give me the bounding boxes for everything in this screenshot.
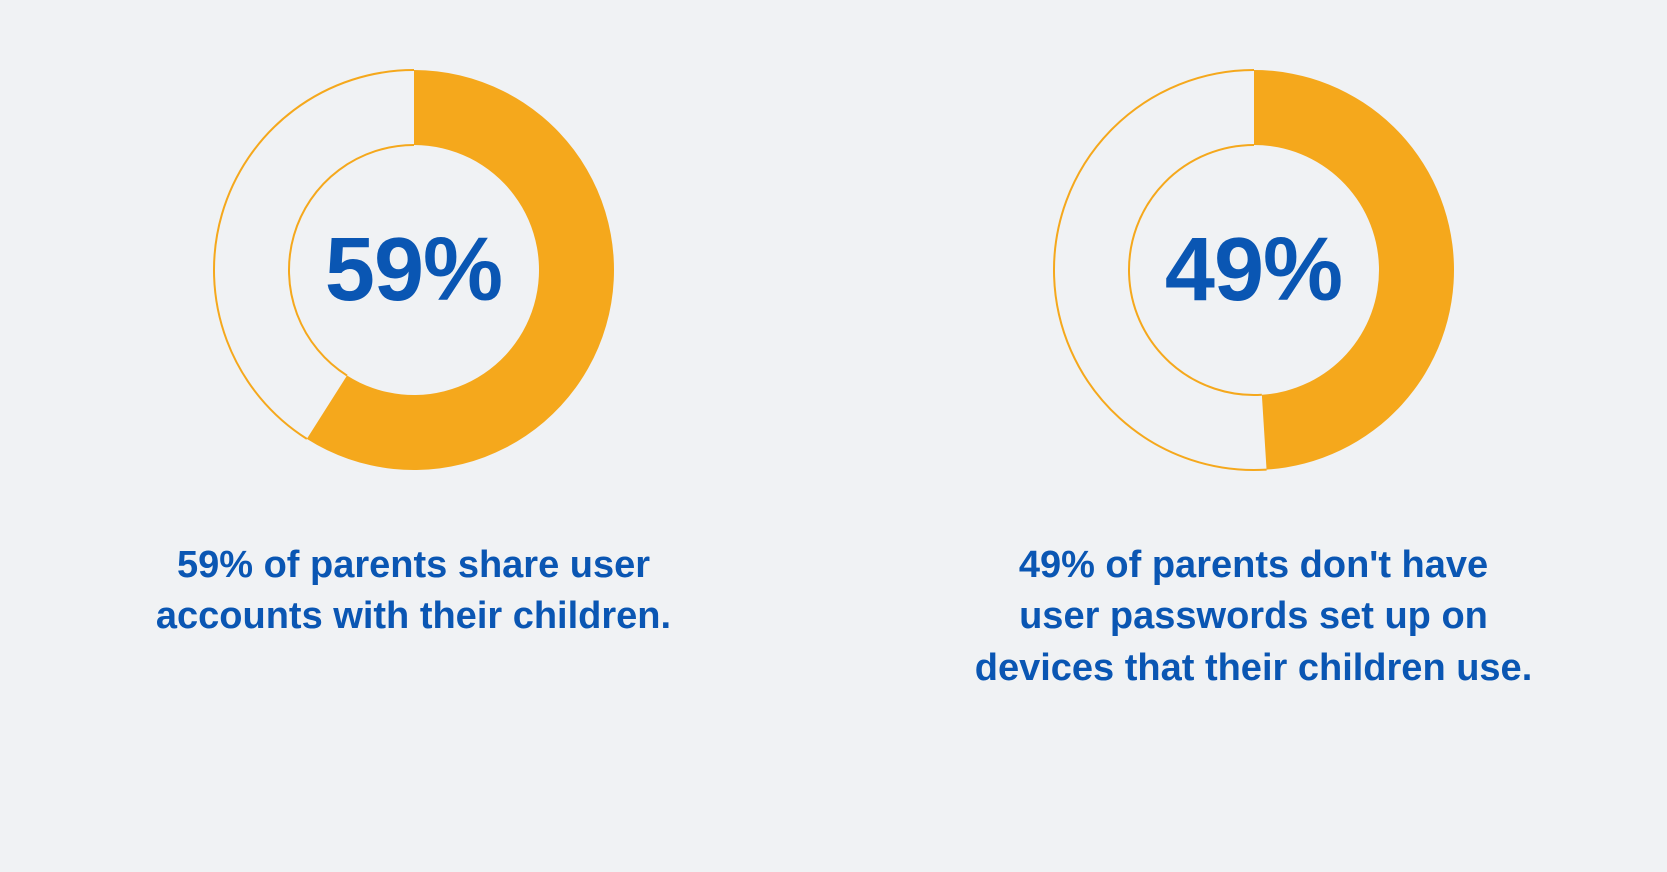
stats-row: 59% 59% of parents share user accounts w… [0, 0, 1667, 872]
stat-caption-1: 49% of parents don't have user passwords… [974, 540, 1534, 694]
percent-value-0: 59% [204, 60, 624, 480]
stat-card-1: 49% 49% of parents don't have user passw… [974, 60, 1534, 694]
stat-card-0: 59% 59% of parents share user accounts w… [134, 60, 694, 643]
donut-chart-0: 59% [204, 60, 624, 480]
stat-caption-0: 59% of parents share user accounts with … [134, 540, 694, 643]
donut-chart-1: 49% [1044, 60, 1464, 480]
percent-value-1: 49% [1044, 60, 1464, 480]
